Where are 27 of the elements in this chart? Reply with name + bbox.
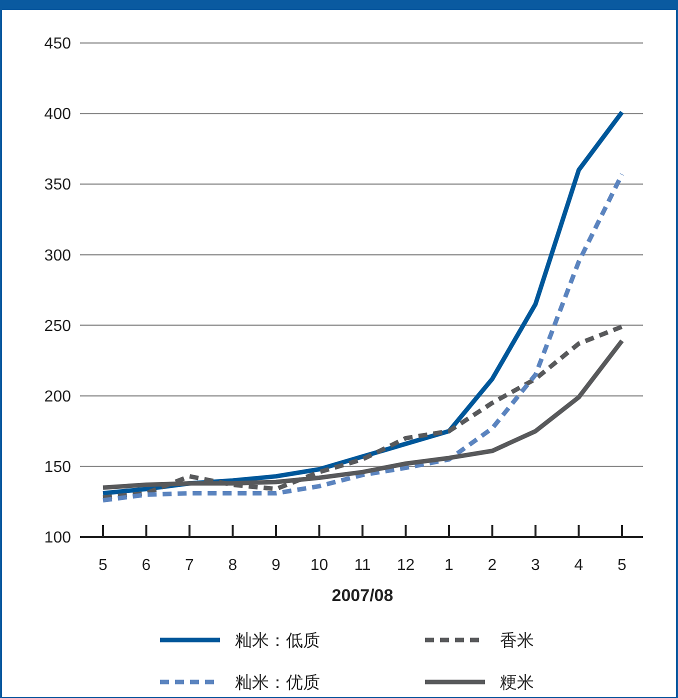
legend-label: 籼米：低质	[235, 630, 320, 650]
x-tick-label: 2	[488, 557, 497, 574]
line-series	[100, 172, 624, 503]
x-tick-label: 5	[98, 557, 108, 574]
x-tick-label: 9	[272, 557, 281, 574]
y-tick-label: 150	[44, 459, 72, 476]
x-tick-label: 8	[228, 557, 238, 574]
y-tick-label: 250	[44, 318, 72, 335]
legend-label: 粳米	[500, 672, 534, 692]
x-tick-label: 7	[185, 557, 194, 574]
y-tick-label: 200	[44, 388, 72, 406]
x-axis-title: 2007/08	[332, 586, 394, 605]
x-tick-label: 5	[618, 557, 627, 574]
legend-label: 籼米：优质	[235, 672, 320, 692]
x-tick-label: 10	[310, 557, 328, 574]
y-tick-label: 350	[44, 176, 72, 194]
y-tick-label: 450	[44, 36, 72, 53]
y-tick-label: 100	[44, 530, 72, 547]
x-tick-label: 3	[531, 557, 540, 574]
x-tick-label: 6	[142, 557, 151, 574]
legend-label: 香米	[500, 630, 534, 650]
x-tick-label: 12	[396, 557, 415, 574]
x-tick-label: 11	[354, 557, 371, 574]
y-tick-label: 300	[44, 247, 72, 264]
x-tick-label: 4	[574, 557, 584, 574]
x-tick-label: 1	[444, 557, 454, 574]
y-tick-label: 400	[44, 106, 72, 124]
